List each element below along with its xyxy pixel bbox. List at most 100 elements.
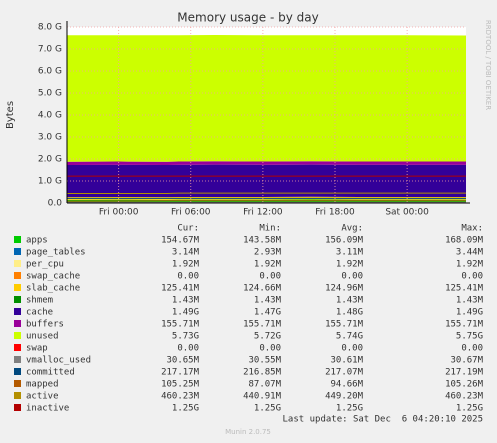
legend-value: 5.72G <box>254 332 281 342</box>
legend-value: 1.47G <box>254 308 281 318</box>
x-tick-label: Fri 18:00 <box>315 208 355 218</box>
legend-value: 3.44M <box>456 248 484 258</box>
last-update: Last update: Sat Dec 6 04:20:10 2025 <box>283 415 483 425</box>
legend-value: 30.67M <box>450 356 483 366</box>
legend-label: mapped <box>26 380 59 390</box>
legend-value: 460.23M <box>161 392 200 402</box>
y-tick-label: 8.0 G <box>38 23 62 33</box>
legend-swatch <box>14 236 21 243</box>
legend-swatch <box>14 404 21 411</box>
y-tick-label: 0.0 <box>48 199 63 209</box>
legend-label: committed <box>26 368 75 378</box>
legend-swatch <box>14 392 21 399</box>
legend-swatch <box>14 356 21 363</box>
legend-value: 217.19M <box>445 368 484 378</box>
legend-swatch <box>14 380 21 387</box>
legend-value: 94.66M <box>330 380 363 390</box>
legend-value: 105.26M <box>445 380 484 390</box>
y-axis-label: Bytes <box>5 101 16 129</box>
legend-value: 1.92M <box>456 260 484 270</box>
legend-swatch <box>14 320 21 327</box>
legend-value: 217.17M <box>161 368 200 378</box>
legend-value: 124.96M <box>325 284 364 294</box>
legend-value: 1.49G <box>456 308 483 318</box>
y-tick-label: 5.0 G <box>38 89 62 99</box>
legend-label: unused <box>26 332 59 342</box>
column-header: Min: <box>259 224 281 234</box>
x-tick-label: Fri 12:00 <box>243 208 283 218</box>
chart-title: Memory usage - by day <box>177 11 318 25</box>
legend-value: 5.75G <box>456 332 483 342</box>
legend-swatch <box>14 332 21 339</box>
y-tick-label: 1.0 G <box>38 177 62 187</box>
x-tick-label: Fri 06:00 <box>171 208 211 218</box>
legend-value: 1.25G <box>456 404 483 414</box>
legend-swatch <box>14 368 21 375</box>
column-header: Avg: <box>341 224 363 234</box>
legend-value: 0.00 <box>259 272 281 282</box>
legend-value: 0.00 <box>177 272 199 282</box>
x-tick-label: Sat 00:00 <box>385 208 429 218</box>
legend-label: swap_cache <box>26 272 80 282</box>
legend-value: 0.00 <box>341 272 363 282</box>
legend-swatch <box>14 284 21 291</box>
legend-value: 30.65M <box>166 356 199 366</box>
legend-value: 5.73G <box>172 332 199 342</box>
legend-value: 154.67M <box>161 236 200 246</box>
legend-value: 125.41M <box>445 284 484 294</box>
legend-swatch <box>14 248 21 255</box>
legend-value: 1.49G <box>172 308 199 318</box>
legend-label: vmalloc_used <box>26 356 91 366</box>
legend-value: 124.66M <box>243 284 282 294</box>
legend-value: 216.85M <box>243 368 282 378</box>
y-tick-label: 3.0 G <box>38 133 62 143</box>
legend-value: 168.09M <box>445 236 484 246</box>
legend-label: buffers <box>26 320 64 330</box>
legend-value: 143.58M <box>243 236 282 246</box>
legend-value: 155.71M <box>243 320 282 330</box>
legend-swatch <box>14 344 21 351</box>
legend-value: 30.61M <box>330 356 363 366</box>
y-tick-label: 4.0 G <box>38 111 62 121</box>
legend-swatch <box>14 272 21 279</box>
legend-value: 0.00 <box>461 344 483 354</box>
legend-swatch <box>14 296 21 303</box>
legend-value: 105.25M <box>161 380 200 390</box>
legend-value: 1.43M <box>172 296 200 306</box>
legend-value: 1.43M <box>456 296 484 306</box>
legend-value: 1.48G <box>336 308 363 318</box>
y-tick-label: 2.0 G <box>38 155 62 165</box>
legend-value: 217.07M <box>325 368 364 378</box>
legend-label: inactive <box>26 404 69 414</box>
legend-value: 3.14M <box>172 248 200 258</box>
legend-label: cache <box>26 308 53 318</box>
column-header: Cur: <box>177 224 199 234</box>
legend-swatch <box>14 260 21 267</box>
legend-label: apps <box>26 236 48 246</box>
legend-value: 1.43M <box>254 296 282 306</box>
legend-value: 2.93M <box>254 248 282 258</box>
legend-value: 87.07M <box>248 380 281 390</box>
area <box>67 164 466 198</box>
legend-value: 1.92M <box>172 260 200 270</box>
y-tick-label: 6.0 G <box>38 67 62 77</box>
side-text: RRDTOOL / TOBI OETIKER <box>484 20 492 110</box>
legend-value: 30.55M <box>248 356 281 366</box>
legend-value: 1.92M <box>336 260 364 270</box>
legend-value: 125.41M <box>161 284 200 294</box>
legend-value: 1.92M <box>254 260 282 270</box>
legend-label: per_cpu <box>26 260 64 270</box>
legend-label: active <box>26 392 59 402</box>
legend-value: 449.20M <box>325 392 364 402</box>
legend-value: 0.00 <box>177 344 199 354</box>
legend-value: 3.11M <box>336 248 364 258</box>
legend-value: 156.09M <box>325 236 364 246</box>
legend-value: 0.00 <box>259 344 281 354</box>
legend-label: shmem <box>26 296 53 306</box>
legend-value: 440.91M <box>243 392 282 402</box>
legend-label: page_tables <box>26 248 86 258</box>
legend-value: 155.71M <box>325 320 364 330</box>
legend-value: 155.71M <box>445 320 484 330</box>
